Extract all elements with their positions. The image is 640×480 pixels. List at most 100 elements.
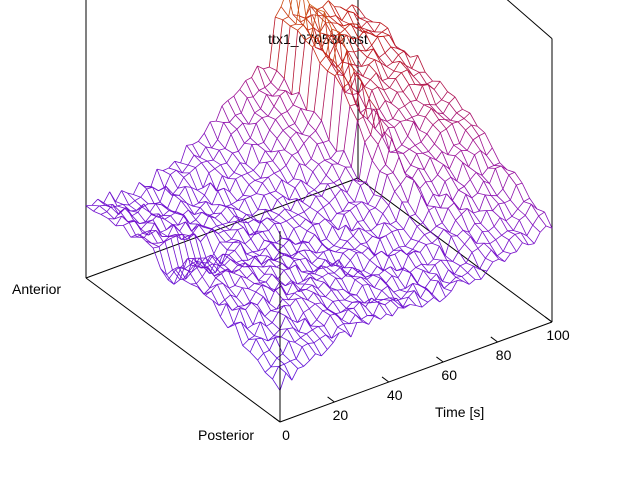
mesh-segment: [264, 239, 272, 243]
mesh-segment: [195, 162, 202, 168]
mesh-segment: [538, 215, 547, 227]
mesh-segment: [283, 305, 292, 321]
mesh-segment: [341, 309, 349, 320]
mesh-segment: [280, 328, 288, 338]
mesh-segment: [452, 251, 460, 262]
mesh-segment: [311, 284, 319, 289]
mesh-segment: [389, 87, 398, 93]
mesh-segment: [514, 234, 523, 243]
mesh-segment: [269, 337, 276, 351]
mesh-segment: [341, 240, 348, 249]
mesh-segment: [334, 188, 342, 197]
mesh-segment: [219, 148, 226, 151]
mesh-segment: [403, 50, 413, 69]
mesh-segment: [385, 164, 394, 173]
mesh-segment: [255, 123, 265, 143]
mesh-segment: [180, 145, 187, 164]
mesh-segment: [250, 196, 259, 211]
mesh-segment: [151, 213, 159, 215]
mesh-segment: [430, 279, 439, 282]
mesh-segment: [246, 272, 253, 279]
mesh-segment: [406, 175, 415, 181]
mesh-segment: [263, 353, 272, 368]
mesh-segment: [424, 231, 431, 236]
mesh-segment: [248, 112, 256, 125]
mesh-segment: [198, 132, 205, 142]
mesh-segment: [299, 163, 306, 166]
mesh-segment: [333, 60, 342, 70]
mesh-segment: [365, 274, 373, 278]
mesh-segment: [426, 133, 435, 145]
mesh-segment: [272, 252, 280, 261]
mesh-segment: [173, 194, 182, 201]
mesh-segment: [210, 290, 220, 306]
mesh-segment: [172, 223, 179, 226]
mesh-segment: [361, 57, 368, 67]
mesh-segment: [295, 346, 303, 360]
mesh-segment: [325, 164, 333, 176]
mesh-segment: [412, 282, 419, 286]
mesh-segment: [383, 87, 390, 91]
mesh-segment: [204, 257, 213, 265]
mesh-segment: [278, 149, 285, 152]
mesh-segment: [300, 230, 308, 244]
mesh-segment: [296, 131, 303, 135]
mesh-segment: [355, 104, 364, 118]
mesh-segment: [420, 133, 428, 143]
mesh-segment: [146, 188, 155, 204]
mesh-segment: [229, 191, 238, 202]
mesh-segment: [371, 144, 379, 161]
mesh-segment: [450, 177, 459, 191]
mesh-segment: [176, 233, 183, 237]
mesh-segment: [441, 222, 450, 233]
mesh-segment: [330, 313, 337, 316]
mesh-segment: [192, 141, 199, 145]
mesh-segment: [216, 225, 225, 232]
mesh-segment: [480, 150, 489, 169]
mesh-segment: [258, 208, 266, 211]
mesh-segment: [321, 70, 328, 121]
mesh-segment: [358, 86, 365, 94]
mesh-segment: [421, 263, 428, 266]
mesh-segment: [283, 268, 290, 271]
mesh-segment: [384, 269, 393, 276]
mesh-segment: [306, 171, 314, 185]
mesh-segment: [314, 265, 322, 275]
mesh-segment: [177, 214, 185, 226]
mesh-segment: [241, 175, 250, 185]
mesh-segment: [419, 244, 427, 253]
x-tick-label: 20: [333, 407, 349, 423]
mesh-segment: [360, 243, 369, 249]
mesh-segment: [441, 151, 450, 170]
mesh-segment: [357, 30, 365, 39]
mesh-segment: [341, 273, 348, 280]
mesh-segment: [492, 203, 499, 211]
mesh-segment: [257, 352, 264, 361]
mesh-segment: [312, 326, 319, 331]
mesh-segment: [263, 349, 270, 354]
mesh-segment: [286, 292, 295, 296]
mesh-segment: [425, 287, 435, 298]
mesh-segment: [240, 321, 249, 340]
mesh-segment: [312, 329, 321, 339]
mesh-segment: [456, 162, 464, 182]
mesh-segment: [471, 124, 480, 137]
mesh-segment: [199, 157, 208, 162]
mesh-segment: [451, 123, 461, 144]
mesh-segment: [215, 175, 223, 192]
mesh-segment: [361, 201, 370, 211]
mesh-segment: [310, 9, 318, 37]
mesh-segment: [300, 179, 309, 194]
mesh-segment: [275, 237, 283, 244]
mesh-segment: [433, 89, 442, 101]
mesh-segment: [155, 230, 164, 243]
mesh-segment: [108, 218, 117, 227]
mesh-segment: [329, 249, 336, 253]
mesh-segment: [425, 242, 432, 245]
mesh-segment: [308, 242, 317, 254]
mesh-segment: [343, 214, 353, 232]
mesh-segment: [357, 116, 364, 121]
mesh-segment: [194, 264, 203, 277]
mesh-segment: [376, 213, 384, 226]
mesh-segment: [265, 241, 272, 249]
